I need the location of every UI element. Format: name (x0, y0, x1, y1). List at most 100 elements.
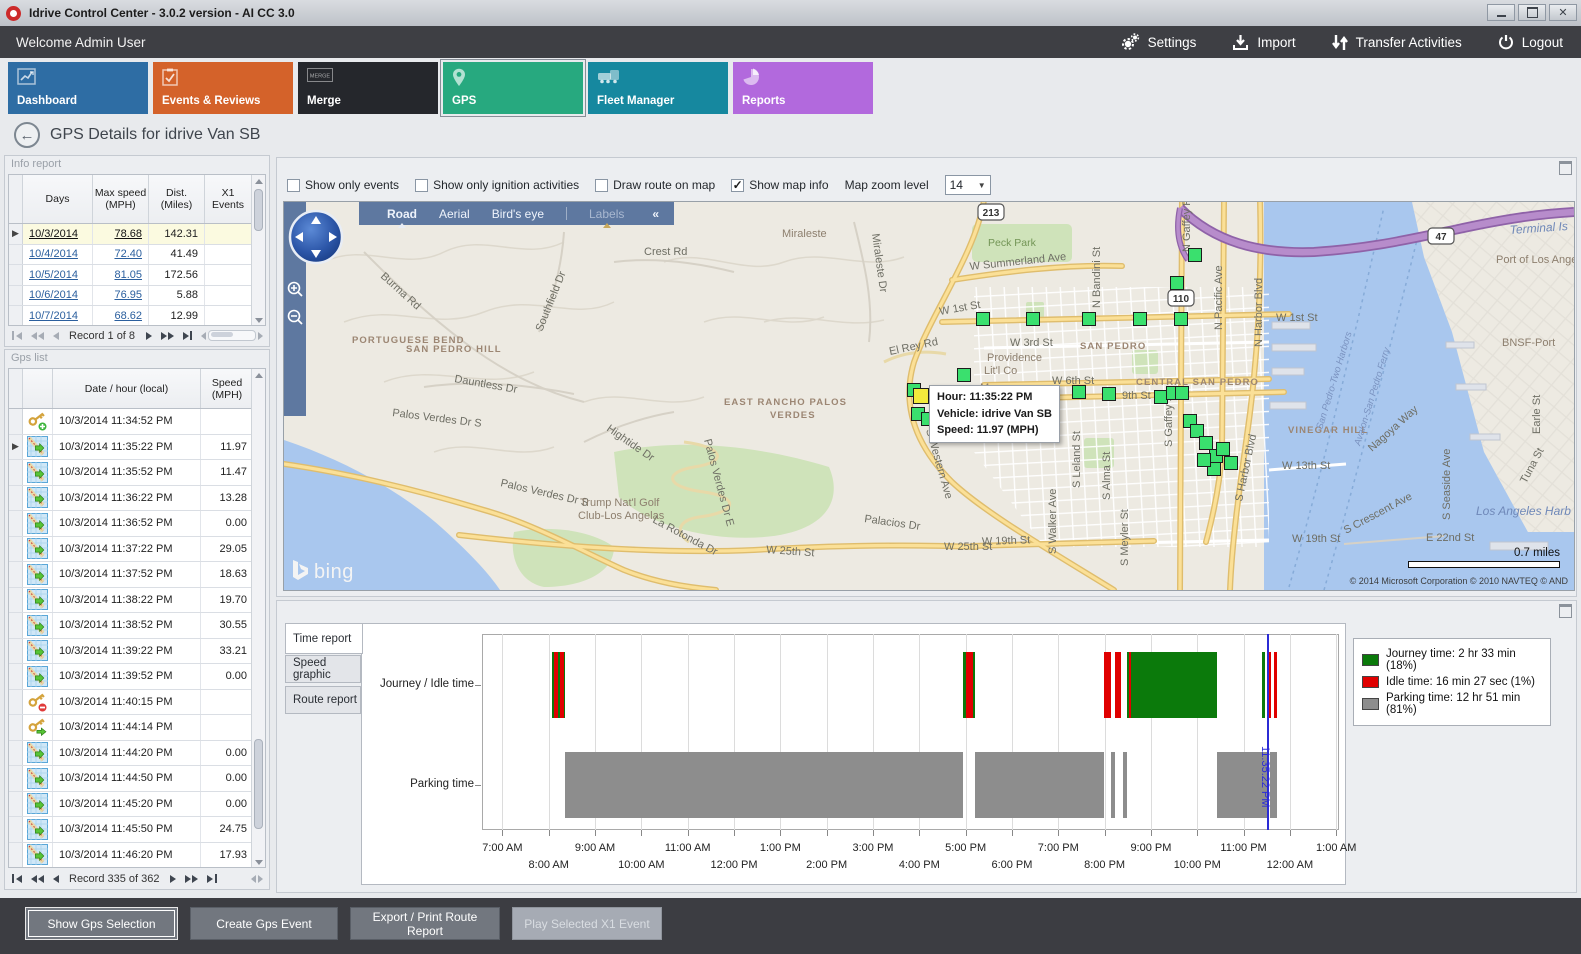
table-row[interactable]: 10/3/2014 11:44:20 PM 0.00 (9, 740, 265, 766)
table-row[interactable]: 10/3/2014 11:40:15 PM (9, 689, 265, 715)
table-row[interactable]: 10/4/2014 72.40 41.49 (9, 244, 265, 265)
cell-datetime[interactable]: 10/3/2014 11:45:20 PM (53, 791, 201, 816)
cell-datetime[interactable]: 10/3/2014 11:44:20 PM (53, 740, 201, 765)
gps-marker[interactable] (1224, 456, 1238, 470)
create-gps-event-button[interactable]: Create Gps Event (190, 907, 338, 940)
cell-days[interactable]: 10/3/2014 (23, 224, 93, 244)
cell-max-speed[interactable]: 68.62 (93, 306, 149, 325)
table-row[interactable]: 10/3/2014 11:46:20 PM 17.93 (9, 842, 265, 867)
cell-days[interactable]: 10/4/2014 (23, 244, 93, 264)
col-datetime[interactable]: Date / hour (local) (53, 369, 201, 408)
table-row[interactable]: 10/3/2014 11:44:14 PM (9, 715, 265, 741)
cell-datetime[interactable]: 10/3/2014 11:38:52 PM (53, 613, 201, 638)
pager-next-page-icon[interactable] (185, 874, 199, 883)
maximize-button[interactable] (1518, 4, 1546, 21)
map-mode-road[interactable]: Road (387, 206, 417, 228)
selected-gps-marker[interactable] (913, 388, 929, 404)
cell-datetime[interactable]: 10/3/2014 11:45:50 PM (53, 817, 201, 842)
tab-time-report[interactable]: Time report (285, 623, 363, 654)
pager-prev-page-icon[interactable] (30, 331, 44, 340)
pager-first-icon[interactable] (11, 874, 22, 883)
pager-first-icon[interactable] (11, 331, 22, 340)
panel-maximize-icon[interactable] (1559, 161, 1572, 175)
table-row[interactable]: 10/3/2014 11:45:20 PM 0.00 (9, 791, 265, 817)
nav-tile-dashboard[interactable]: Dashboard (8, 62, 148, 114)
gps-marker[interactable] (1174, 312, 1188, 326)
gps-scrollbar[interactable] (251, 369, 265, 867)
table-row[interactable]: 10/3/2014 11:39:52 PM 0.00 (9, 664, 265, 690)
table-row[interactable]: 10/3/2014 11:34:52 PM (9, 409, 265, 435)
map-compass-control[interactable] (287, 208, 345, 269)
gps-marker[interactable] (1072, 385, 1086, 399)
map-collapse-icon[interactable]: « (652, 206, 660, 221)
info-scrollbar[interactable] (251, 175, 265, 325)
table-row[interactable]: 10/3/2014 11:38:52 PM 30.55 (9, 613, 265, 639)
table-row[interactable]: ▶ 10/3/2014 11:35:22 PM 11.97 (9, 434, 265, 460)
col-max-speed[interactable]: Max speed (MPH) (93, 175, 149, 223)
pager-last-icon[interactable] (182, 331, 193, 340)
checkbox-show-only-ignition-activities[interactable]: Show only ignition activities (415, 178, 579, 192)
gps-marker[interactable] (1175, 386, 1189, 400)
show-gps-selection-button[interactable]: Show Gps Selection (25, 907, 178, 940)
title-bar[interactable]: Idrive Control Center - 3.0.2 version - … (0, 0, 1581, 27)
gps-marker[interactable] (957, 368, 971, 382)
nav-tile-merge[interactable]: MERGE Merge (298, 62, 438, 114)
pager-next-icon[interactable] (170, 874, 177, 883)
pager-next-icon[interactable] (145, 331, 152, 340)
table-row[interactable]: 10/3/2014 11:44:50 PM 0.00 (9, 766, 265, 792)
cell-datetime[interactable]: 10/3/2014 11:37:22 PM (53, 536, 201, 561)
cell-datetime[interactable]: 10/3/2014 11:44:50 PM (53, 766, 201, 791)
cell-datetime[interactable]: 10/3/2014 11:38:22 PM (53, 587, 201, 612)
nav-tile-gps[interactable]: GPS (440, 59, 586, 117)
table-row[interactable]: 10/3/2014 11:45:50 PM 24.75 (9, 817, 265, 843)
cell-days[interactable]: 10/7/2014 (23, 306, 93, 325)
table-row[interactable]: ▶ 10/3/2014 78.68 142.31 (9, 224, 265, 245)
minimize-button[interactable] (1487, 4, 1515, 21)
map-mode-aerial[interactable]: Aerial (439, 206, 470, 221)
settings-button[interactable]: Settings (1120, 33, 1196, 51)
col-x1-events[interactable]: X1 Events (211, 187, 245, 211)
info-hscrollbar[interactable] (201, 330, 263, 341)
gps-marker[interactable] (1102, 387, 1116, 401)
table-row[interactable]: 10/7/2014 68.62 12.99 (9, 306, 265, 325)
gps-marker[interactable] (1133, 312, 1147, 326)
cell-max-speed[interactable]: 72.40 (93, 244, 149, 264)
cell-days[interactable]: 10/6/2014 (23, 285, 93, 305)
cell-datetime[interactable]: 10/3/2014 11:35:22 PM (53, 434, 201, 459)
pager-prev-icon[interactable] (52, 874, 59, 883)
nav-tile-fleet[interactable]: Fleet Manager (588, 62, 728, 114)
pager-prev-page-icon[interactable] (30, 874, 44, 883)
gps-marker[interactable] (1197, 453, 1211, 467)
gps-marker[interactable] (1154, 390, 1168, 404)
panel-maximize-icon[interactable] (1559, 604, 1572, 618)
gps-marker[interactable] (1170, 276, 1184, 290)
map-mode-birdseye[interactable]: Bird's eye (491, 206, 544, 221)
cell-max-speed[interactable]: 81.05 (93, 265, 149, 285)
table-row[interactable]: 10/3/2014 11:38:22 PM 19.70 (9, 587, 265, 613)
cell-datetime[interactable]: 10/3/2014 11:46:20 PM (53, 842, 201, 867)
nav-tile-reports[interactable]: Reports (733, 62, 873, 114)
tab-route-report[interactable]: Route report (285, 686, 361, 714)
back-button[interactable]: ← (14, 122, 40, 148)
cell-datetime[interactable]: 10/3/2014 11:35:52 PM (53, 460, 201, 485)
cell-datetime[interactable]: 10/3/2014 11:36:52 PM (53, 511, 201, 536)
gps-marker[interactable] (1190, 424, 1204, 438)
checkbox-show-only-events[interactable]: Show only events (287, 178, 399, 192)
cell-datetime[interactable]: 10/3/2014 11:39:52 PM (53, 664, 201, 689)
pager-next-page-icon[interactable] (160, 331, 174, 340)
gps-marker[interactable] (1026, 312, 1040, 326)
import-button[interactable]: Import (1232, 34, 1296, 51)
cell-max-speed[interactable]: 76.95 (93, 285, 149, 305)
gps-marker[interactable] (1199, 436, 1213, 450)
table-row[interactable]: 10/3/2014 11:36:22 PM 13.28 (9, 485, 265, 511)
cell-max-speed[interactable]: 78.68 (93, 224, 149, 244)
logout-button[interactable]: Logout (1498, 34, 1563, 50)
map-canvas[interactable]: Burma Rd Southfield Dr Crest Rd Miraleste D… (283, 201, 1575, 591)
checkbox-show-map-info[interactable]: ✓ Show map info (731, 178, 829, 192)
table-row[interactable]: 10/6/2014 76.95 5.88 (9, 285, 265, 306)
checkbox-draw-route-on-map[interactable]: Draw route on map (595, 178, 715, 192)
table-row[interactable]: 10/5/2014 81.05 172.56 (9, 265, 265, 286)
col-days[interactable]: Days (23, 175, 93, 223)
close-button[interactable]: ✕ (1549, 4, 1577, 21)
tab-speed-graphic[interactable]: Speed graphic (285, 655, 361, 683)
